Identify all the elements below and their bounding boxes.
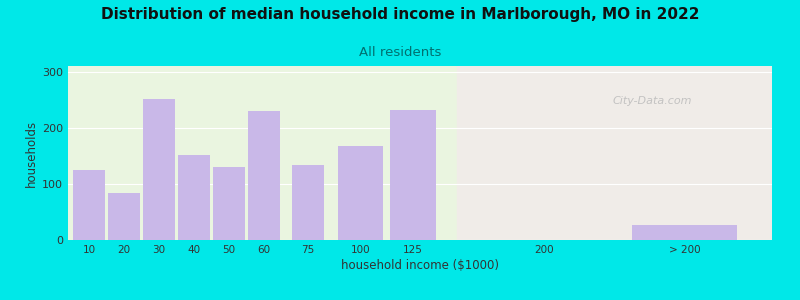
Bar (248, 111, 280, 240)
Bar (338, 146, 383, 240)
Bar (214, 167, 245, 240)
Text: Distribution of median household income in Marlborough, MO in 2022: Distribution of median household income … (101, 8, 699, 22)
Text: All residents: All residents (359, 46, 441, 59)
Bar (390, 110, 436, 240)
Bar (143, 99, 175, 240)
X-axis label: household income ($1000): household income ($1000) (341, 259, 499, 272)
Text: City-Data.com: City-Data.com (613, 96, 692, 106)
Bar (457, 66, 772, 240)
Bar (74, 170, 105, 240)
Y-axis label: households: households (25, 119, 38, 187)
Bar (632, 225, 737, 240)
Bar (108, 194, 140, 240)
Bar (178, 155, 210, 240)
Bar (292, 165, 324, 240)
